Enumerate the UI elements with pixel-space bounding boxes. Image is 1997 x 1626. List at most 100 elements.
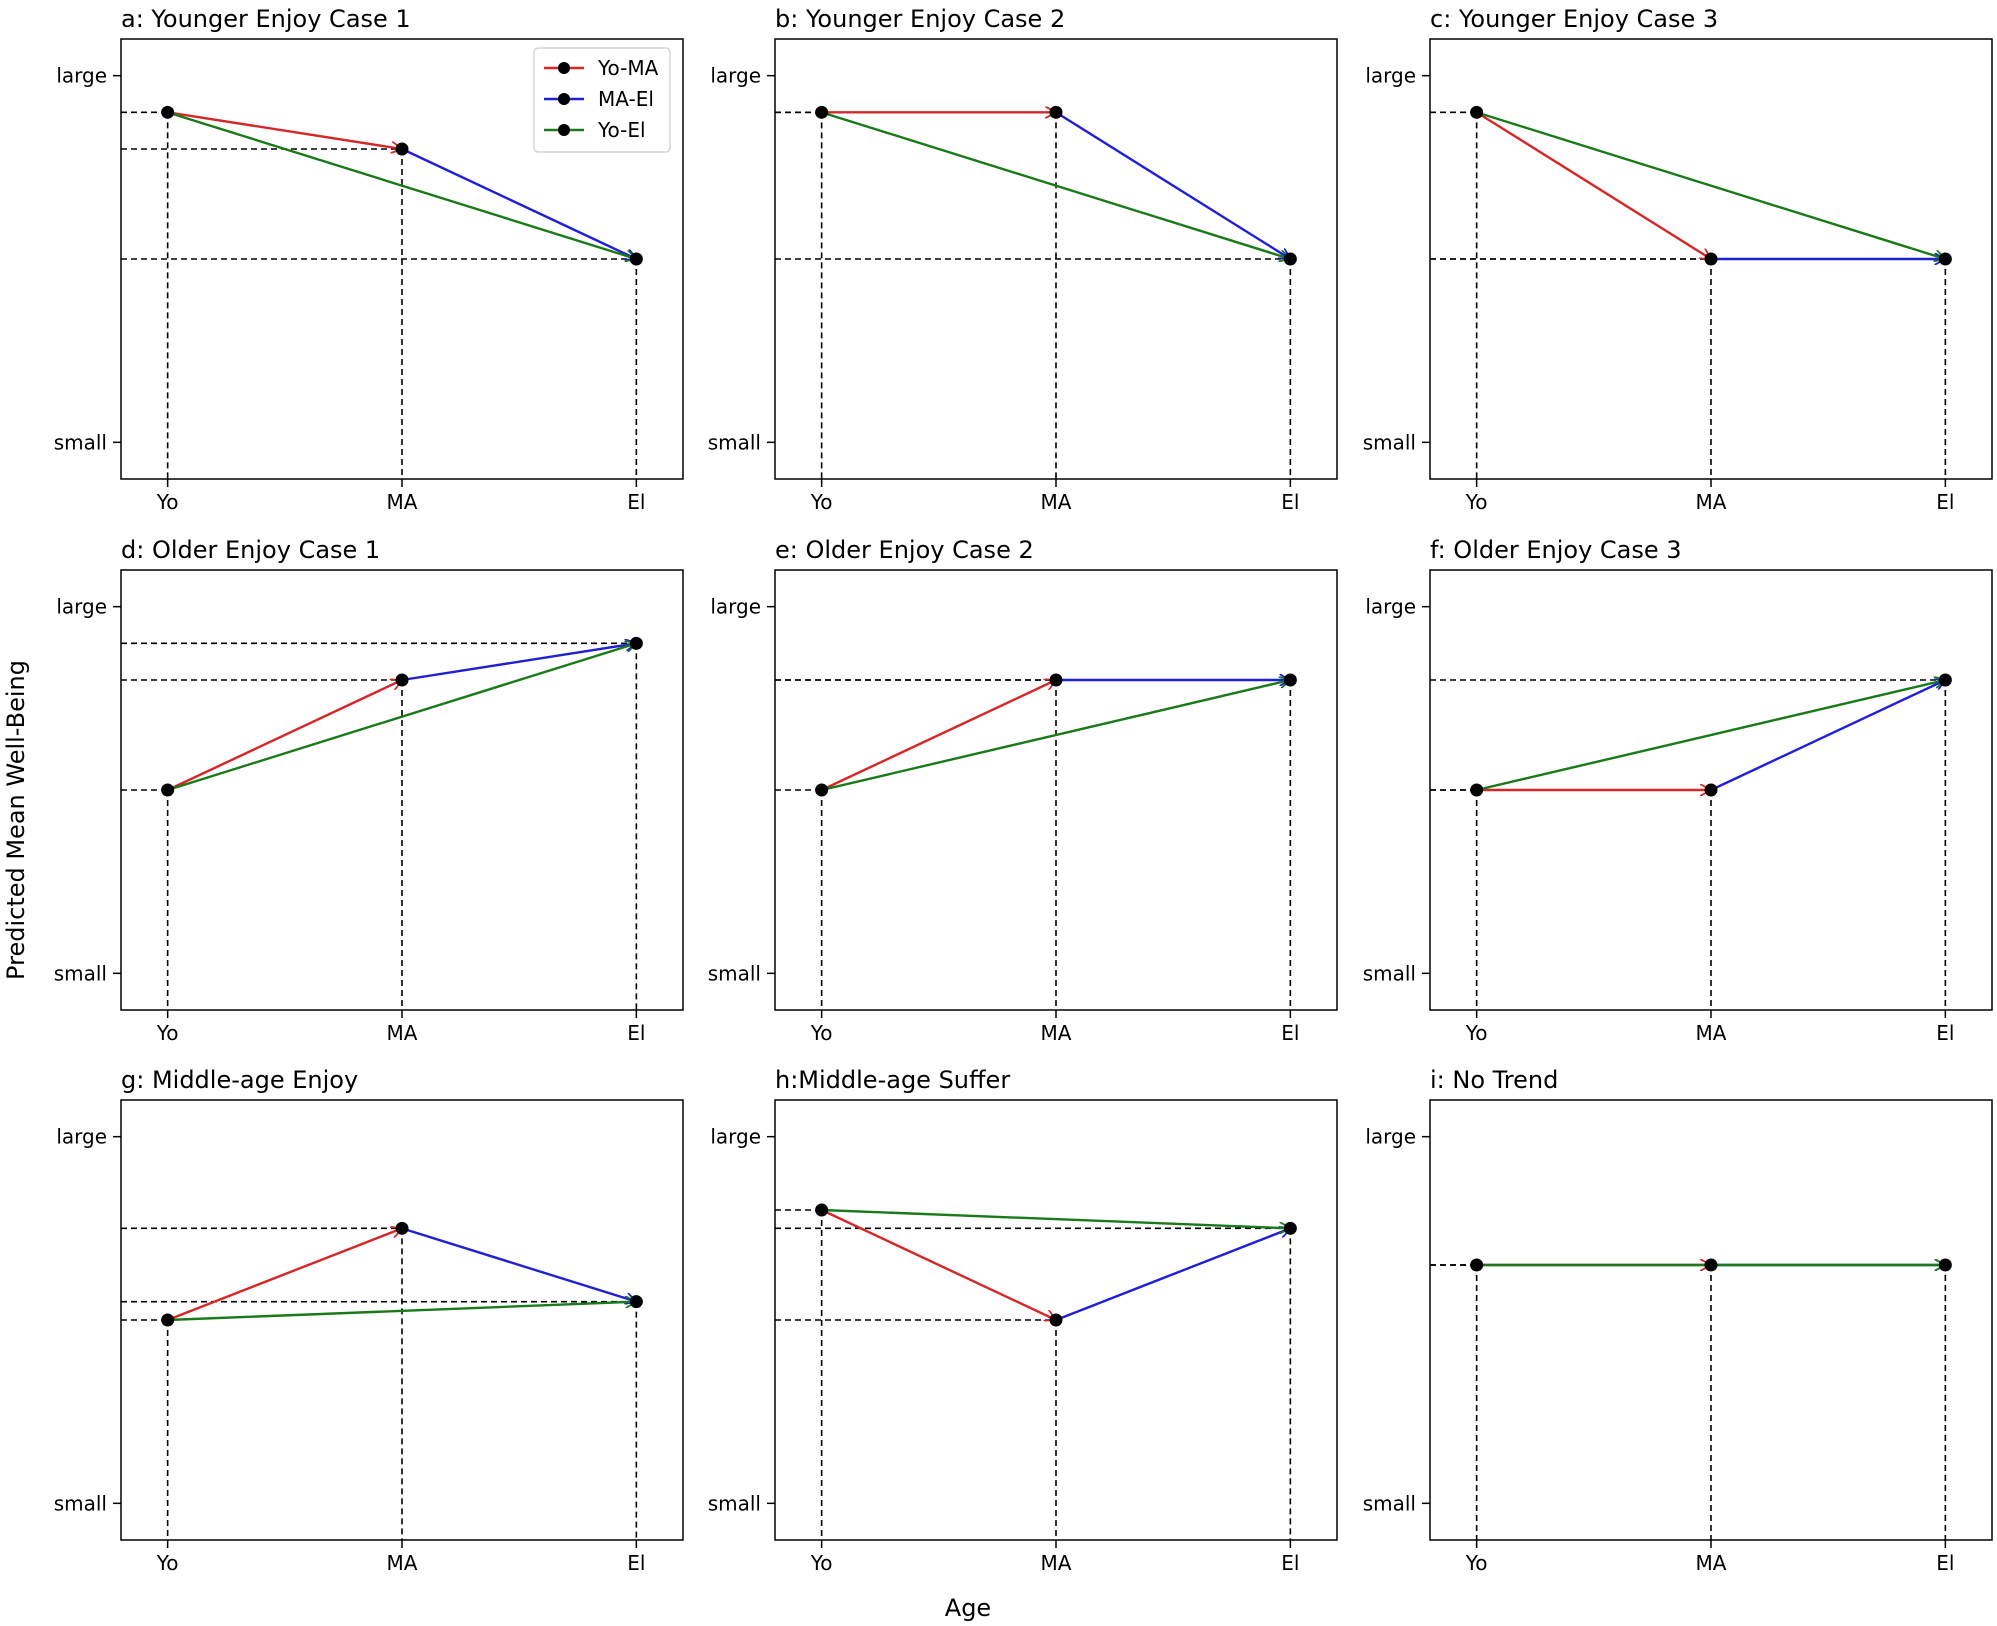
axes-frame <box>774 38 1338 480</box>
x-tick-label: Yo <box>810 490 833 514</box>
legend-marker <box>558 124 570 136</box>
arrow-yo-ma <box>821 680 1056 792</box>
data-point-ma <box>1704 252 1718 266</box>
arrow-ma-el <box>1710 680 1945 792</box>
y-tick-label: large <box>1365 595 1416 619</box>
panels-group: a: Younger Enjoy Case 1 small large Yo MA El Y… <box>54 5 1993 1575</box>
x-tick-label: MA <box>1041 490 1072 514</box>
panel-title: c: Younger Enjoy Case 3 <box>1430 5 1718 33</box>
panel-f: f: Older Enjoy Case 3 small large Yo MA El <box>1363 536 1993 1045</box>
panel-b: b: Younger Enjoy Case 2 small large Yo MA El <box>708 5 1338 514</box>
panel-title: a: Younger Enjoy Case 1 <box>121 5 411 33</box>
axes-frame <box>774 569 1338 1011</box>
y-tick-label: small <box>708 430 761 454</box>
axes-frame <box>120 1099 684 1541</box>
x-tick-label: MA <box>1696 1021 1727 1045</box>
y-tick-label: small <box>54 430 107 454</box>
y-tick-label: large <box>710 64 761 88</box>
y-axis-label: Predicted Mean Well-Being <box>2 660 30 980</box>
data-point-yo <box>1470 105 1484 119</box>
x-tick-label: El <box>1936 1021 1954 1045</box>
data-point-yo <box>161 783 175 797</box>
arrow-yo-el <box>1476 680 1946 792</box>
x-tick-label: MA <box>387 1021 418 1045</box>
data-point-ma <box>1049 1313 1063 1327</box>
x-tick-label: Yo <box>810 1551 833 1575</box>
arrow-yo-el <box>167 111 637 259</box>
data-point-el <box>1283 673 1297 687</box>
data-point-el <box>629 252 643 266</box>
y-tick-label: small <box>54 1491 107 1515</box>
panel-h: h:Middle-age Suffer small large Yo MA El <box>708 1066 1338 1575</box>
data-point-el <box>1283 252 1297 266</box>
panel-title: f: Older Enjoy Case 3 <box>1430 536 1682 564</box>
arrow-yo-el <box>821 1208 1291 1228</box>
panel-title: g: Middle-age Enjoy <box>121 1066 358 1094</box>
x-tick-label: MA <box>1041 1021 1072 1045</box>
panel-g: g: Middle-age Enjoy small large Yo MA El <box>54 1066 684 1575</box>
y-tick-label: small <box>1363 961 1416 985</box>
panel-title: d: Older Enjoy Case 1 <box>121 536 380 564</box>
data-point-el <box>1938 673 1952 687</box>
arrow-yo-ma <box>1476 111 1711 261</box>
arrow-ma-el <box>1055 111 1290 261</box>
data-point-el <box>629 1295 643 1309</box>
x-tick-label: MA <box>387 1551 418 1575</box>
x-tick-label: El <box>1281 1551 1299 1575</box>
x-tick-label: El <box>1281 1021 1299 1045</box>
axes-frame <box>1429 569 1993 1011</box>
data-point-ma <box>1704 1258 1718 1272</box>
y-tick-label: small <box>54 961 107 985</box>
data-point-yo <box>161 1313 175 1327</box>
data-point-el <box>1283 1221 1297 1235</box>
y-tick-label: large <box>56 1125 107 1149</box>
y-tick-label: small <box>708 1491 761 1515</box>
y-tick-label: large <box>56 595 107 619</box>
x-tick-label: El <box>1936 1551 1954 1575</box>
y-tick-label: small <box>708 961 761 985</box>
arrow-ma-el <box>401 147 636 259</box>
legend-label: Yo-MA <box>597 56 659 80</box>
arrow-yo-ma <box>167 680 402 792</box>
x-tick-label: MA <box>387 490 418 514</box>
y-tick-label: large <box>710 595 761 619</box>
arrow-yo-ma <box>821 1208 1056 1320</box>
arrow-yo-ma <box>167 111 402 149</box>
legend: Yo-MA MA-El Yo-El <box>533 47 671 153</box>
arrow-yo-el <box>821 680 1291 792</box>
panel-e: e: Older Enjoy Case 2 small large Yo MA El <box>708 536 1338 1045</box>
arrow-ma-el <box>401 1227 636 1301</box>
arrow-yo-el <box>1476 111 1946 259</box>
data-point-yo <box>1470 1258 1484 1272</box>
data-point-el <box>629 636 643 650</box>
panel-a: a: Younger Enjoy Case 1 small large Yo MA El Y… <box>54 5 684 514</box>
axes-frame <box>120 569 684 1011</box>
x-tick-label: Yo <box>156 1021 179 1045</box>
data-point-yo <box>161 105 175 119</box>
legend-marker <box>558 93 570 105</box>
arrow-yo-ma <box>167 1228 402 1322</box>
x-tick-label: Yo <box>810 1021 833 1045</box>
arrow-ma-el <box>401 643 636 682</box>
y-tick-label: large <box>710 1125 761 1149</box>
legend-label: Yo-El <box>597 118 646 142</box>
arrow-ma-el <box>1055 1228 1290 1322</box>
x-tick-label: Yo <box>156 490 179 514</box>
data-point-el <box>1938 1258 1952 1272</box>
panel-i: i: No Trend small large Yo MA El <box>1363 1066 1993 1575</box>
y-tick-label: large <box>1365 1125 1416 1149</box>
x-tick-label: MA <box>1041 1551 1072 1575</box>
arrow-yo-el <box>821 111 1291 259</box>
panel-title: b: Younger Enjoy Case 2 <box>775 5 1065 33</box>
y-tick-label: small <box>1363 430 1416 454</box>
y-tick-label: small <box>1363 1491 1416 1515</box>
axes-frame <box>1429 1099 1993 1541</box>
data-point-ma <box>1049 105 1063 119</box>
x-tick-label: Yo <box>1465 490 1488 514</box>
x-tick-label: El <box>1936 490 1954 514</box>
data-point-yo <box>815 105 829 119</box>
data-point-yo <box>1470 783 1484 797</box>
x-tick-label: El <box>627 490 645 514</box>
legend-label: MA-El <box>598 87 654 111</box>
